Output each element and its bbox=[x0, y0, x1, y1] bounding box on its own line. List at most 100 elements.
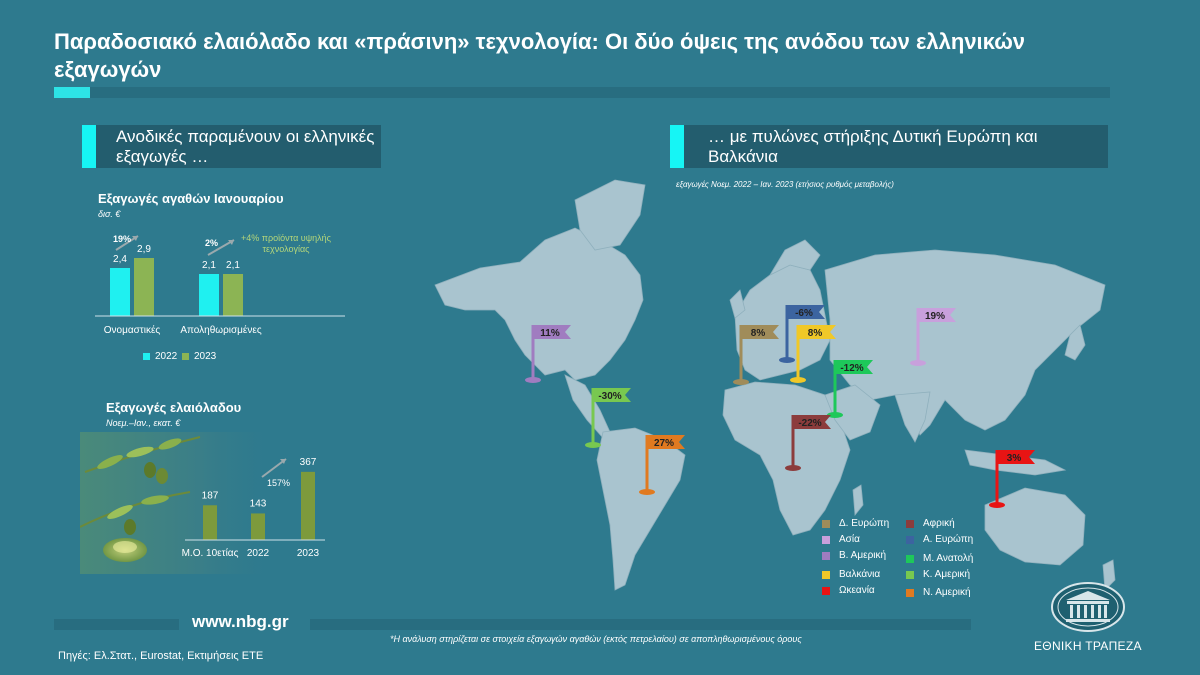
goods-bar-value: 2,1 bbox=[202, 260, 216, 271]
goods-growth-label: 19% bbox=[113, 234, 131, 244]
flag-icon: 8% bbox=[790, 325, 836, 383]
legend-swatch bbox=[822, 519, 830, 528]
madagascar-shape bbox=[852, 484, 864, 517]
legend-item-2023: 2023 bbox=[182, 351, 216, 362]
growth-arrow-head bbox=[228, 240, 234, 245]
legend-label: Α. Ευρώπη bbox=[923, 534, 974, 545]
title-divider-accent bbox=[54, 87, 90, 98]
growth-arrow bbox=[207, 239, 235, 256]
legend-label: Βαλκάνια bbox=[839, 569, 881, 580]
website-link[interactable]: www.nbg.gr bbox=[192, 612, 289, 631]
legend-swatch bbox=[906, 535, 914, 544]
map-legend-item: Ν. Αμερική bbox=[906, 587, 971, 598]
flag-value-label: 8% bbox=[751, 328, 766, 339]
europe-shape bbox=[734, 264, 831, 381]
right-section-label: … με πυλώνες στήριξης Δυτική Ευρώπη και … bbox=[708, 126, 1038, 166]
olive-bar bbox=[301, 471, 315, 540]
flag-icon: -12% bbox=[827, 360, 873, 418]
growth-arrow-head bbox=[280, 459, 286, 464]
legend-label: Κ. Αμερική bbox=[923, 569, 971, 580]
growth-arrow bbox=[261, 458, 287, 478]
map-subtitle: εξαγωγές Νοεμ. 2022 – Ιαν. 2023 (ετήσιος… bbox=[676, 180, 894, 189]
right-section-header: … με πυλώνες στήριξης Δυτική Ευρώπη και … bbox=[670, 125, 1108, 168]
legend-swatch bbox=[906, 519, 914, 528]
uk-shape bbox=[729, 289, 746, 319]
goods-category-label: Ονομαστικές bbox=[104, 324, 161, 336]
legend-label: 2023 bbox=[194, 351, 217, 362]
goods-bar-value: 2,4 bbox=[113, 254, 127, 265]
legend-label: Αφρική bbox=[923, 518, 955, 529]
goods-bar bbox=[199, 274, 219, 316]
goods-growth-label: 2% bbox=[205, 238, 218, 248]
map-legend-item: Ωκεανία bbox=[822, 585, 875, 596]
scandinavia-shape bbox=[768, 239, 821, 276]
flag-value-label: 3% bbox=[1007, 453, 1022, 464]
legend-label: 2022 bbox=[155, 351, 178, 362]
goods-bar bbox=[134, 258, 154, 316]
goods-bar bbox=[223, 274, 243, 316]
flag-value-label: -22% bbox=[798, 418, 821, 429]
legend-swatch bbox=[822, 570, 830, 579]
high-tech-annotation: +4% προϊόντα υψηλής τεχνολογίας bbox=[241, 233, 331, 254]
goods-exports-chart: 2,4 2,1 2,9 2,1 Ονομαστικές Αποληθωρισμένες… bbox=[95, 234, 345, 336]
goods-category-label: Αποληθωρισμένες bbox=[180, 324, 261, 336]
olive-branch-icon bbox=[80, 432, 280, 574]
legend-label: Ασία bbox=[839, 534, 860, 545]
japan-shape bbox=[1064, 324, 1086, 361]
olive-category-label: Μ.Ο. 10ετίας bbox=[182, 547, 239, 559]
goods-bar-value: 2,9 bbox=[137, 244, 151, 255]
olive-category-label-line1: Μ.Ο. 10ετίας bbox=[182, 547, 239, 559]
olive-chart-title: Εξαγωγές ελαιόλαδου bbox=[106, 400, 242, 415]
flag-icon: -22% bbox=[785, 415, 831, 471]
flag-icon: 8% bbox=[733, 325, 779, 385]
title-divider bbox=[54, 87, 1110, 98]
olive-bar-value: 367 bbox=[300, 457, 317, 468]
central-america-shape bbox=[564, 374, 611, 439]
olive-bar-value: 187 bbox=[202, 490, 219, 501]
map-legend-item: Δ. Ευρώπη bbox=[822, 518, 889, 529]
olive-bar bbox=[203, 505, 217, 540]
india-shape bbox=[894, 391, 931, 443]
new-zealand-shape bbox=[1102, 559, 1116, 591]
olive-bar-value: 143 bbox=[250, 498, 267, 509]
left-section-label: Ανοδικές παραμένουν οι ελληνικές εξαγωγέ… bbox=[116, 126, 375, 166]
legend-swatch bbox=[822, 535, 830, 544]
map-land bbox=[434, 179, 1116, 591]
legend-label: Β. Αμερική bbox=[839, 550, 887, 561]
legend-swatch bbox=[822, 551, 830, 560]
page-title: Παραδοσιακό ελαιόλαδο και «πράσινη» τεχν… bbox=[54, 29, 1026, 82]
footnote: *Η ανάλυση στηρίζεται σε στοιχεία εξαγωγ… bbox=[390, 634, 802, 644]
flag-value-label: -6% bbox=[795, 308, 813, 319]
north-america-shape bbox=[434, 227, 644, 381]
legend-swatch bbox=[182, 353, 189, 360]
legend-swatch bbox=[906, 588, 914, 597]
olive-oil-chart: 187 143 367 Μ.Ο. 10ετίας 2022 2023 157% bbox=[80, 432, 325, 574]
map-legend-item: Κ. Αμερική bbox=[906, 569, 970, 580]
bank-name: ΕΘΝΙΚΗ ΤΡΑΠΕΖΑ bbox=[1034, 639, 1142, 653]
olive-category-label: 2022 bbox=[247, 548, 270, 559]
flag-value-label: 27% bbox=[654, 438, 674, 449]
map-legend-item: Μ. Ανατολή bbox=[906, 553, 973, 564]
map-legend-item: Β. Αμερική bbox=[822, 550, 886, 561]
footer-bar-left bbox=[54, 619, 179, 630]
olive-growth-label: 157% bbox=[267, 478, 290, 488]
flag-value-label: -30% bbox=[598, 391, 621, 402]
flag-icon: -30% bbox=[585, 388, 631, 448]
olive-category-label: 2023 bbox=[297, 548, 320, 559]
section-accent bbox=[670, 125, 684, 168]
map-legend-item: Α. Ευρώπη bbox=[906, 534, 973, 545]
australia-shape bbox=[984, 487, 1086, 566]
growth-arrow-head bbox=[132, 236, 138, 241]
south-america-shape bbox=[596, 427, 686, 591]
goods-bar bbox=[110, 268, 130, 316]
legend-swatch bbox=[906, 554, 914, 563]
left-section-header: Ανοδικές παραμένουν οι ελληνικές εξαγωγέ… bbox=[82, 125, 381, 168]
sources: Πηγές: Ελ.Στατ., Eurostat, Εκτιμήσεις ΕΤ… bbox=[58, 650, 264, 662]
section-accent bbox=[82, 125, 96, 168]
flag-value-label: 8% bbox=[808, 328, 823, 339]
legend-swatch bbox=[822, 586, 830, 595]
goods-chart-title: Εξαγωγές αγαθών Ιανουαρίου bbox=[98, 191, 284, 206]
legend-label: Δ. Ευρώπη bbox=[839, 518, 890, 529]
footer-bar-right bbox=[310, 619, 971, 630]
greenland-shape bbox=[574, 179, 646, 251]
